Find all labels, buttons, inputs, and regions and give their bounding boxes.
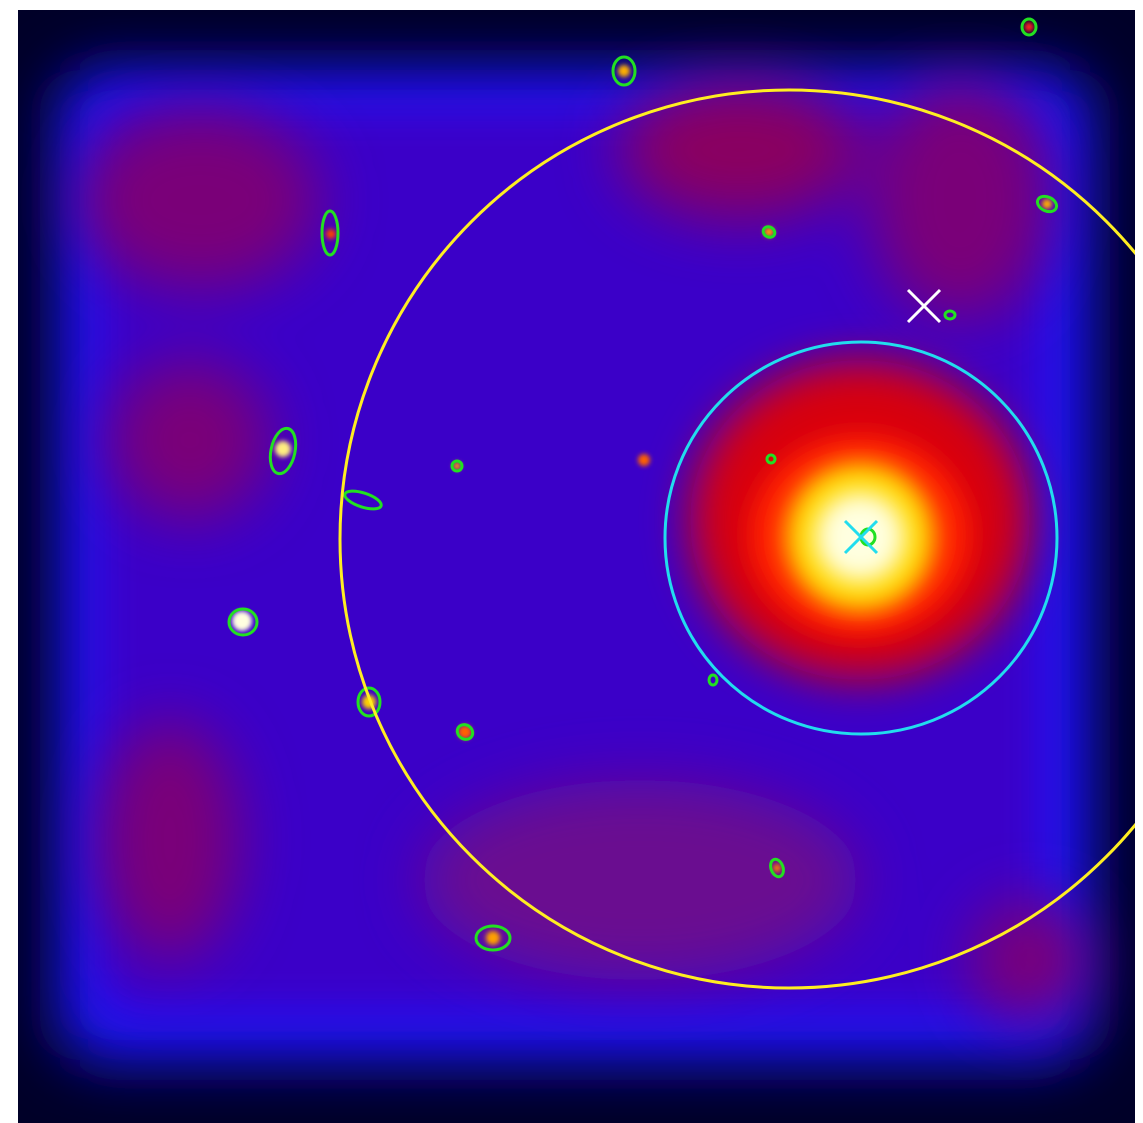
patch	[80, 110, 320, 290]
patch	[870, 80, 1050, 320]
patch	[110, 360, 270, 520]
source	[326, 229, 336, 239]
source	[638, 454, 650, 466]
image-frame	[18, 10, 1143, 1123]
source	[1024, 22, 1034, 32]
source	[486, 931, 500, 945]
source	[1042, 199, 1052, 209]
source	[275, 441, 291, 457]
source	[773, 864, 781, 872]
sky-image	[0, 0, 1143, 1123]
patch	[620, 80, 860, 220]
source	[618, 65, 630, 77]
page	[0, 0, 1143, 1123]
source	[232, 611, 252, 631]
patch	[100, 720, 240, 960]
